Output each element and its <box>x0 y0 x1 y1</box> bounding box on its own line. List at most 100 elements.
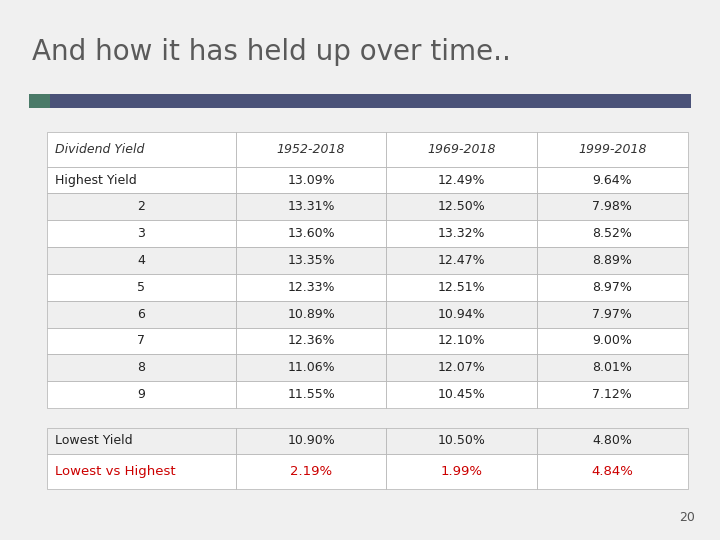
Bar <box>537 354 688 381</box>
Bar <box>47 132 236 167</box>
Bar <box>47 328 236 354</box>
Text: 12.47%: 12.47% <box>438 254 485 267</box>
Text: 2: 2 <box>138 200 145 213</box>
Bar <box>236 220 387 247</box>
Text: 11.55%: 11.55% <box>287 388 335 401</box>
Bar <box>387 454 537 489</box>
Bar <box>387 428 537 454</box>
Text: 1.99%: 1.99% <box>441 465 482 478</box>
Bar <box>47 428 236 454</box>
Text: 13.32%: 13.32% <box>438 227 485 240</box>
Text: 10.90%: 10.90% <box>287 435 335 448</box>
Text: 8.89%: 8.89% <box>593 254 632 267</box>
Text: Highest Yield: Highest Yield <box>55 173 138 186</box>
Text: 2.19%: 2.19% <box>290 465 332 478</box>
Text: 13.60%: 13.60% <box>287 227 335 240</box>
Text: And how it has held up over time..: And how it has held up over time.. <box>32 38 511 66</box>
Bar <box>537 301 688 328</box>
Text: 12.49%: 12.49% <box>438 173 485 186</box>
Text: 12.36%: 12.36% <box>287 334 335 347</box>
Text: 12.10%: 12.10% <box>438 334 485 347</box>
Bar <box>236 301 387 328</box>
Bar <box>387 274 537 301</box>
Bar <box>236 428 387 454</box>
Bar <box>537 167 688 193</box>
Bar <box>47 454 236 489</box>
Bar <box>537 274 688 301</box>
Text: 7.98%: 7.98% <box>593 200 632 213</box>
Bar <box>537 247 688 274</box>
Text: Dividend Yield: Dividend Yield <box>55 143 145 156</box>
Bar <box>47 167 236 193</box>
Bar <box>387 301 537 328</box>
Text: 11.06%: 11.06% <box>287 361 335 374</box>
Bar <box>387 220 537 247</box>
Bar <box>236 274 387 301</box>
Bar <box>47 354 236 381</box>
Text: 12.51%: 12.51% <box>438 281 485 294</box>
Text: 10.50%: 10.50% <box>438 435 486 448</box>
Bar <box>387 247 537 274</box>
Text: 5: 5 <box>138 281 145 294</box>
Bar <box>236 167 387 193</box>
Text: 10.94%: 10.94% <box>438 308 485 321</box>
Bar <box>537 428 688 454</box>
Text: 3: 3 <box>138 227 145 240</box>
Bar <box>236 354 387 381</box>
Text: 10.45%: 10.45% <box>438 388 485 401</box>
Text: 13.35%: 13.35% <box>287 254 335 267</box>
Text: 10.89%: 10.89% <box>287 308 335 321</box>
Bar <box>387 167 537 193</box>
Bar <box>236 454 387 489</box>
Bar <box>537 220 688 247</box>
Bar <box>537 193 688 220</box>
Text: 7.12%: 7.12% <box>593 388 632 401</box>
Text: 8.52%: 8.52% <box>593 227 632 240</box>
Text: 8.01%: 8.01% <box>593 361 632 374</box>
Text: 4.84%: 4.84% <box>591 465 634 478</box>
Bar <box>537 328 688 354</box>
Text: 1952-2018: 1952-2018 <box>277 143 346 156</box>
Bar <box>537 132 688 167</box>
Bar <box>387 193 537 220</box>
Text: 4: 4 <box>138 254 145 267</box>
Bar <box>236 328 387 354</box>
Text: 9.64%: 9.64% <box>593 173 632 186</box>
Bar <box>29 94 50 108</box>
Bar <box>47 193 236 220</box>
Text: 6: 6 <box>138 308 145 321</box>
Bar <box>47 381 236 408</box>
Bar <box>236 132 387 167</box>
Text: Lowest vs Highest: Lowest vs Highest <box>55 465 176 478</box>
Bar <box>387 381 537 408</box>
Bar <box>387 132 537 167</box>
Bar <box>387 328 537 354</box>
Text: 1969-2018: 1969-2018 <box>428 143 496 156</box>
Text: 8: 8 <box>138 361 145 374</box>
Bar <box>47 220 236 247</box>
Text: 7: 7 <box>138 334 145 347</box>
Bar <box>236 247 387 274</box>
Text: 20: 20 <box>679 511 695 524</box>
Bar <box>537 454 688 489</box>
Bar <box>236 381 387 408</box>
Bar <box>387 354 537 381</box>
Text: 1999-2018: 1999-2018 <box>578 143 647 156</box>
Text: 9.00%: 9.00% <box>593 334 632 347</box>
Text: 4.80%: 4.80% <box>593 435 632 448</box>
Text: 8.97%: 8.97% <box>593 281 632 294</box>
Text: 7.97%: 7.97% <box>593 308 632 321</box>
Text: 12.07%: 12.07% <box>438 361 485 374</box>
Bar <box>50 94 691 108</box>
Bar <box>47 274 236 301</box>
Bar <box>47 247 236 274</box>
Text: Lowest Yield: Lowest Yield <box>55 435 133 448</box>
Text: 13.31%: 13.31% <box>287 200 335 213</box>
Text: 12.50%: 12.50% <box>438 200 485 213</box>
Text: 13.09%: 13.09% <box>287 173 335 186</box>
Text: 9: 9 <box>138 388 145 401</box>
Bar <box>236 193 387 220</box>
Text: 12.33%: 12.33% <box>287 281 335 294</box>
Bar <box>47 301 236 328</box>
Bar <box>537 381 688 408</box>
